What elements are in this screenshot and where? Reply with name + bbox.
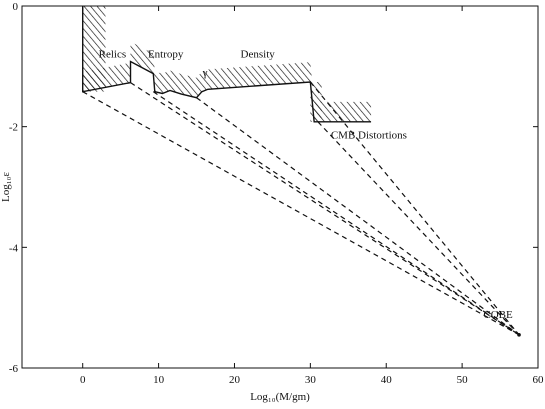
- x-tick-label: 0: [80, 374, 86, 386]
- dashed-lines: [82, 81, 520, 336]
- y-tick-label: 0: [13, 1, 19, 13]
- cobe-point: [517, 333, 521, 337]
- excluded-region-hatching: [82, 6, 372, 122]
- hatch-cmb-wall: [310, 82, 322, 122]
- x-tick-label: 50: [457, 374, 469, 386]
- y-axis-label: Log₁₀ε: [0, 172, 12, 202]
- dashed-line: [82, 91, 520, 336]
- annotation-cmb: CMB Distortions: [331, 130, 407, 142]
- x-tick-label: 30: [305, 374, 317, 386]
- y-axis-ticks: 0 -2 -4 -6: [9, 1, 538, 375]
- hatch-relics-wall: [82, 6, 106, 92]
- x-tick-label: 60: [533, 374, 545, 386]
- boundary-line: [82, 6, 372, 123]
- annotation-entropy: Entropy: [148, 48, 184, 60]
- dashed-line: [309, 81, 520, 336]
- annotations: Relics Entropy γ Density CMB Distortions COBE: [99, 48, 513, 321]
- annotation-gamma: γ: [202, 67, 208, 79]
- x-tick-label: 10: [153, 374, 165, 386]
- dashed-line: [152, 91, 520, 336]
- y-tick-label: -6: [9, 363, 19, 375]
- constraint-boundary: [82, 6, 521, 337]
- annotation-relics: Relics: [99, 48, 127, 60]
- x-tick-label: 40: [381, 374, 393, 386]
- x-tick-label: 20: [229, 374, 241, 386]
- annotation-density: Density: [241, 48, 276, 60]
- dashed-line: [196, 97, 520, 336]
- annotation-cobe: COBE: [483, 309, 513, 321]
- hatch-band: [82, 6, 372, 122]
- x-axis-label: Log₁₀(M/gm): [250, 391, 310, 403]
- plot-frame: [21, 5, 539, 369]
- y-tick-label: -4: [9, 242, 19, 254]
- dashed-line: [317, 121, 520, 336]
- y-tick-label: -2: [9, 122, 18, 134]
- x-axis-ticks: 0 10 20 30 40 50 60: [80, 6, 544, 386]
